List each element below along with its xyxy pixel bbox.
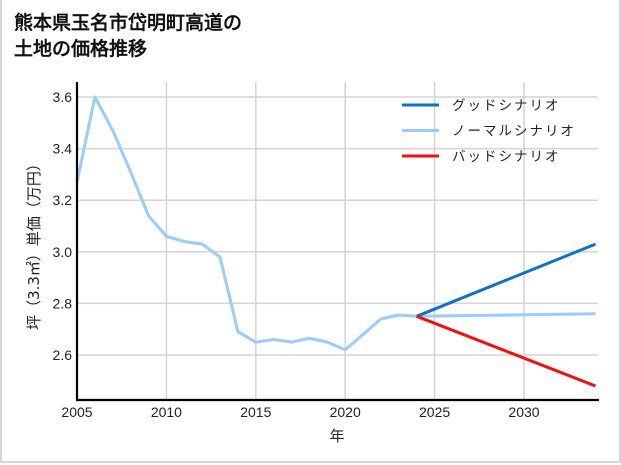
legend-label: ノーマルシナリオ: [452, 124, 576, 140]
legend-label: グッドシナリオ: [452, 98, 561, 114]
legend-item: グッドシナリオ: [402, 98, 561, 114]
data-series: [77, 95, 597, 388]
y-tick-label: 2.8: [53, 295, 73, 311]
series-line-2: [416, 314, 597, 388]
x-tick-label: 2020: [330, 404, 361, 420]
y-tick-label: 3.0: [53, 244, 73, 260]
chart-title-line1: 熊本県玉名市岱明町高道の: [14, 12, 243, 34]
chart-title: 熊本県玉名市岱明町高道の 土地の価格推移: [14, 10, 242, 62]
y-tick-label: 3.4: [53, 141, 73, 157]
legend-item: バッドシナリオ: [402, 149, 561, 165]
x-axis-label: 年: [329, 427, 344, 445]
y-tick-label: 3.6: [53, 89, 73, 105]
x-tick-label: 2025: [419, 404, 450, 420]
y-tick-label: 3.2: [53, 192, 73, 208]
x-tick-labels: 2005 2010 2015 2020 2025 2030: [61, 404, 539, 420]
x-tick-label: 2030: [508, 404, 539, 420]
axes: [75, 82, 599, 402]
y-tick-label: 2.6: [53, 347, 73, 363]
legend-item: ノーマルシナリオ: [402, 124, 576, 140]
y-axis-label: 坪（3.3㎡）単価（万円）: [25, 156, 43, 330]
gridlines: [76, 82, 598, 400]
x-tick-label: 2005: [61, 404, 92, 420]
y-tick-labels: 2.6 2.8 3.0 3.2 3.4 3.6: [53, 89, 73, 363]
series-line-1: [77, 95, 596, 352]
legend-label: バッドシナリオ: [452, 149, 561, 165]
series-line-0: [416, 242, 597, 318]
x-tick-label: 2015: [240, 404, 271, 420]
chart-title-line2: 土地の価格推移: [14, 38, 148, 60]
x-tick-label: 2010: [151, 404, 182, 420]
